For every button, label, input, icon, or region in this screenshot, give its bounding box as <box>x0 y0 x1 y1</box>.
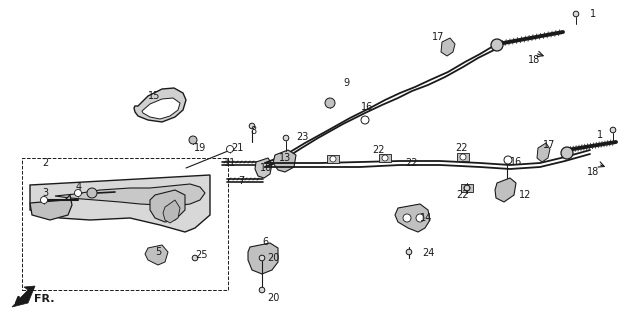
Text: 1: 1 <box>597 130 603 140</box>
Polygon shape <box>255 158 272 178</box>
Text: 1: 1 <box>590 9 596 19</box>
Text: 22: 22 <box>456 190 468 200</box>
Polygon shape <box>248 243 278 274</box>
Text: 25: 25 <box>195 250 207 260</box>
Polygon shape <box>142 98 180 119</box>
Text: 7: 7 <box>238 176 244 186</box>
Circle shape <box>406 249 412 255</box>
Text: 18: 18 <box>587 167 599 177</box>
Polygon shape <box>495 178 516 202</box>
Text: 22: 22 <box>372 145 384 155</box>
Text: 24: 24 <box>422 248 434 258</box>
Bar <box>22 158 228 290</box>
Circle shape <box>491 39 503 51</box>
Circle shape <box>504 156 512 164</box>
Polygon shape <box>273 150 296 172</box>
Polygon shape <box>150 190 185 222</box>
Circle shape <box>249 123 255 129</box>
Text: 14: 14 <box>420 213 432 223</box>
Text: 17: 17 <box>432 32 444 42</box>
Polygon shape <box>441 38 455 56</box>
Text: 22: 22 <box>405 158 418 168</box>
Text: 11: 11 <box>224 158 236 168</box>
Polygon shape <box>537 143 550 162</box>
Circle shape <box>226 146 233 153</box>
Polygon shape <box>395 204 430 232</box>
Circle shape <box>40 196 47 204</box>
Circle shape <box>259 287 265 293</box>
Polygon shape <box>145 245 168 265</box>
Circle shape <box>464 185 470 191</box>
Circle shape <box>416 214 424 222</box>
Text: 8: 8 <box>250 126 256 136</box>
Polygon shape <box>12 286 35 307</box>
Text: 16: 16 <box>361 102 374 112</box>
Polygon shape <box>30 175 210 232</box>
Polygon shape <box>379 154 391 162</box>
Polygon shape <box>55 184 205 206</box>
Text: 4: 4 <box>76 182 82 192</box>
Text: 6: 6 <box>262 237 268 247</box>
Polygon shape <box>327 155 339 163</box>
Polygon shape <box>457 153 469 161</box>
Circle shape <box>283 135 289 141</box>
Circle shape <box>87 188 97 198</box>
Circle shape <box>325 98 335 108</box>
Polygon shape <box>134 88 186 122</box>
Text: 20: 20 <box>267 293 279 303</box>
Circle shape <box>361 116 369 124</box>
Circle shape <box>192 255 198 261</box>
Circle shape <box>75 189 82 196</box>
Circle shape <box>330 156 336 162</box>
Circle shape <box>573 11 579 17</box>
Text: FR.: FR. <box>34 294 54 304</box>
Text: 2: 2 <box>42 158 48 168</box>
Text: 23: 23 <box>296 132 308 142</box>
Polygon shape <box>30 195 72 220</box>
Circle shape <box>561 147 573 159</box>
Text: 12: 12 <box>519 190 532 200</box>
Text: 21: 21 <box>231 143 243 153</box>
Text: 18: 18 <box>528 55 540 65</box>
Polygon shape <box>163 200 180 223</box>
Text: 9: 9 <box>343 78 349 88</box>
Text: 15: 15 <box>148 91 161 101</box>
Text: 13: 13 <box>279 153 291 163</box>
Text: 5: 5 <box>155 247 161 257</box>
Text: 19: 19 <box>194 143 206 153</box>
Text: 17: 17 <box>543 140 556 150</box>
Circle shape <box>460 154 466 160</box>
Text: 22: 22 <box>455 143 468 153</box>
Circle shape <box>611 127 616 133</box>
Circle shape <box>464 185 470 191</box>
Text: 10: 10 <box>260 163 272 173</box>
Circle shape <box>403 214 411 222</box>
Text: 20: 20 <box>267 253 279 263</box>
Polygon shape <box>461 184 473 192</box>
Circle shape <box>382 155 388 161</box>
Text: 3: 3 <box>42 188 48 198</box>
Text: 16: 16 <box>510 157 522 167</box>
Circle shape <box>259 255 265 261</box>
Circle shape <box>189 136 197 144</box>
